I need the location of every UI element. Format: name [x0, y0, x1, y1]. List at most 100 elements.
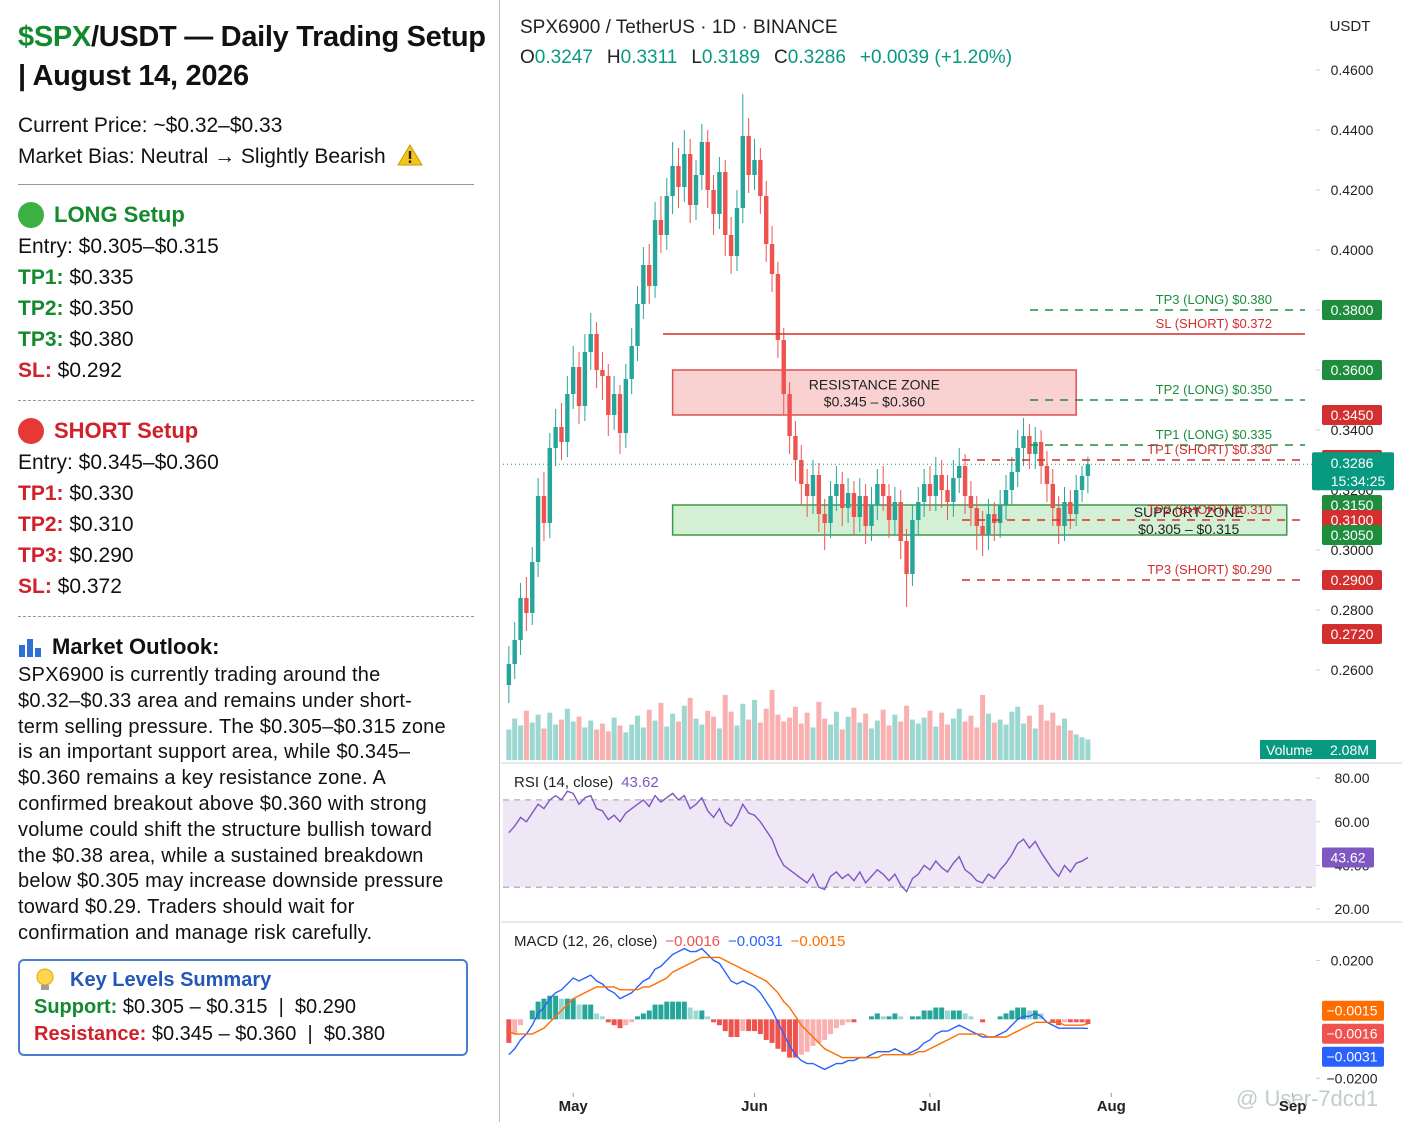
rsi-badge-bg	[1322, 847, 1374, 868]
macd-hist-bar	[1003, 1013, 1009, 1020]
volume-bar	[1015, 706, 1021, 760]
volume-bar	[851, 707, 857, 760]
macd-hist-bar	[1079, 1019, 1085, 1023]
macd-hist-bar	[535, 1001, 541, 1020]
candle-body	[980, 526, 985, 535]
candle-body	[886, 496, 892, 520]
zone-range: $0.305 – $0.315	[1138, 521, 1239, 537]
macd-hist-bar	[1085, 1019, 1091, 1025]
macd-hist-bar	[804, 1019, 810, 1052]
short-icon	[18, 418, 44, 444]
candle-body	[623, 379, 629, 433]
candle-body	[1033, 442, 1038, 454]
macd-hist-bar	[541, 998, 547, 1020]
outlook-heading-row: Market Outlook:	[18, 631, 499, 663]
volume-bar	[746, 719, 752, 760]
volume-bar	[904, 705, 910, 760]
macd-hist-bar	[792, 1019, 798, 1058]
candle-body	[559, 427, 564, 442]
target-row: TP3: $0.290	[18, 540, 499, 571]
macd-hist-bar	[681, 1001, 687, 1020]
x-tick-label: Jul	[919, 1098, 941, 1115]
candle-body	[1056, 508, 1061, 526]
candle-body	[1068, 502, 1073, 514]
macd-hist-bar	[705, 1016, 711, 1020]
support-label: Support:	[34, 995, 118, 1018]
macd-badge: −0.0031	[1327, 1049, 1378, 1065]
macd-line	[508, 947, 1088, 1071]
candle-body	[845, 493, 851, 508]
macd-hist-bar	[828, 1019, 834, 1035]
macd-hist-bar	[845, 1019, 851, 1023]
level-label: TP2 (SHORT) $0.310	[1147, 502, 1272, 517]
macd-hist-bar	[635, 1016, 641, 1020]
candle-body	[723, 172, 728, 235]
target-value: $0.290	[69, 544, 134, 567]
macd-hist-bar	[570, 998, 576, 1020]
outlook-heading: Market Outlook:	[52, 634, 220, 659]
target-value: $0.335	[69, 266, 134, 289]
macd-hist-bar	[693, 1010, 699, 1020]
volume-bar	[898, 721, 904, 760]
volume-bar	[822, 718, 828, 760]
x-tick-label: May	[559, 1098, 589, 1115]
y-tick-label: 0.2600	[1331, 662, 1374, 678]
y-tick-label: 60.00	[1334, 814, 1369, 830]
candle-body	[518, 598, 523, 640]
candle-body	[1021, 436, 1026, 448]
macd-hist-bar	[1026, 1010, 1032, 1020]
candle-body	[804, 484, 810, 496]
macd-hist-bar	[512, 1019, 518, 1035]
candle-body	[921, 484, 927, 502]
macd-hist-bar	[629, 1019, 635, 1023]
resistance-row: Resistance: $0.345 – $0.360 | $0.380	[34, 1021, 466, 1048]
watermark: @ User-7dcd1	[1236, 1086, 1378, 1111]
volume-bar	[781, 721, 787, 760]
macd-name: MACD (12, 26, close)	[514, 933, 657, 950]
volume-bar	[1079, 737, 1085, 760]
volume-bar	[798, 723, 804, 760]
long-heading: LONG Setup	[54, 202, 185, 227]
volume-bar	[833, 711, 839, 760]
price-badge-bg	[1322, 624, 1382, 644]
volume-bar	[582, 727, 588, 760]
volume-bar	[769, 690, 775, 760]
y-tick-label: 0.3400	[1331, 422, 1374, 438]
volume-bar	[570, 721, 576, 760]
macd-hist-bar	[605, 1019, 611, 1023]
price-badge: 0.2900	[1331, 572, 1374, 588]
macd-hist-bar	[658, 1004, 664, 1020]
candle-body	[565, 394, 570, 442]
price-badge: 0.3600	[1331, 362, 1374, 378]
title-rest: /USDT — Daily Trading Setup | August 14,…	[18, 21, 486, 92]
macd-hist-bar	[915, 1016, 921, 1020]
macd-legend-value: −0.0016	[665, 933, 720, 950]
candle-body	[769, 244, 775, 274]
candle-body	[600, 370, 605, 376]
resistance-label: Resistance:	[34, 1022, 147, 1045]
icon-bar	[27, 639, 33, 657]
candle-body	[945, 490, 950, 502]
current-price: 0.3286	[1331, 455, 1374, 471]
macd-legend-value: −0.0015	[791, 933, 846, 950]
candle-body	[992, 514, 997, 523]
y-tick-label: 0.2800	[1331, 602, 1374, 618]
level-label: SL (SHORT) $0.372	[1156, 316, 1272, 331]
volume-bar	[693, 718, 699, 760]
volume-bar	[518, 725, 524, 760]
divider	[18, 400, 474, 401]
macd-hist-bar	[711, 1019, 717, 1023]
volume-bar	[1061, 718, 1067, 760]
chart-icon	[19, 639, 41, 657]
volume-bar	[646, 709, 652, 760]
candle-body	[553, 427, 558, 448]
macd-hist-bar	[909, 1016, 915, 1020]
macd-hist-bar	[752, 1019, 758, 1032]
macd-hist-bar	[646, 1010, 652, 1020]
macd-hist-bar	[558, 998, 564, 1020]
macd-hist-bar	[687, 1007, 693, 1020]
volume-bar	[956, 708, 962, 760]
candle-body	[957, 466, 962, 478]
macd-hist-bar	[675, 1001, 681, 1020]
volume-bar	[933, 726, 939, 760]
